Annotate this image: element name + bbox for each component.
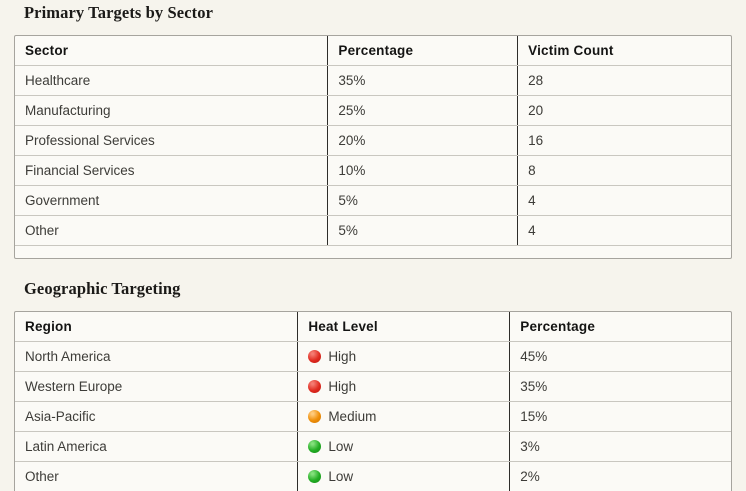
table-row: Government 5% 4 (15, 185, 731, 216)
table-row: North America High 45% (15, 341, 731, 372)
percentage-cell: 25% (327, 95, 518, 126)
percentage-cell: 15% (509, 401, 731, 432)
percentage-cell: 2% (509, 461, 731, 491)
column-header-heat-level: Heat Level (297, 312, 510, 342)
table-row: Professional Services 20% 16 (15, 125, 731, 156)
percentage-cell: 35% (327, 65, 518, 96)
sector-cell: Healthcare (15, 65, 328, 96)
heat-level-cell: Medium (297, 401, 510, 432)
column-header-region: Region (15, 312, 298, 342)
section-title-primary-targets: Primary Targets by Sector (24, 3, 214, 22)
sector-cell: Manufacturing (15, 95, 328, 126)
sector-table: Sector Percentage Victim Count Healthcar… (15, 36, 731, 246)
heat-dot-icon (308, 410, 322, 423)
geographic-table-container: Region Heat Level Percentage North Ameri… (14, 311, 732, 491)
percentage-cell: 3% (509, 431, 731, 462)
heat-level-label: Low (328, 439, 354, 454)
column-header-sector: Sector (15, 36, 328, 66)
victim-count-cell: 4 (517, 185, 731, 216)
percentage-cell: 35% (509, 371, 731, 402)
victim-count-cell: 28 (517, 65, 731, 96)
heat-level-label: Medium (328, 409, 377, 424)
column-header-percentage: Percentage (509, 312, 731, 342)
victim-count-cell: 20 (517, 95, 731, 126)
geographic-table: Region Heat Level Percentage North Ameri… (15, 312, 731, 491)
heat-level-cell: High (297, 371, 510, 402)
table-row: Financial Services 10% 8 (15, 155, 731, 186)
sector-cell: Government (15, 185, 328, 216)
table-header-row: Region Heat Level Percentage (15, 312, 731, 342)
victim-count-cell: 8 (517, 155, 731, 186)
sector-cell: Professional Services (15, 125, 328, 156)
table-row: Asia-Pacific Medium 15% (15, 401, 731, 432)
percentage-cell: 45% (509, 341, 731, 372)
percentage-cell: 5% (327, 215, 518, 246)
heat-dot-icon (308, 350, 322, 363)
section-title-geographic-targeting: Geographic Targeting (24, 279, 181, 298)
heat-dot-icon (308, 380, 322, 393)
percentage-cell: 5% (327, 185, 518, 216)
sector-cell: Financial Services (15, 155, 328, 186)
percentage-cell: 10% (327, 155, 518, 186)
heat-level-label: High (328, 349, 357, 364)
region-cell: Asia-Pacific (15, 401, 298, 432)
table-row: Healthcare 35% 28 (15, 65, 731, 96)
victim-count-cell: 16 (517, 125, 731, 156)
table-row: Other Low 2% (15, 461, 731, 491)
table-header-row: Sector Percentage Victim Count (15, 36, 731, 66)
column-header-percentage: Percentage (327, 36, 518, 66)
heat-dot-icon (308, 470, 322, 483)
table-row: Latin America Low 3% (15, 431, 731, 462)
heat-dot-icon (308, 440, 322, 453)
region-cell: Latin America (15, 431, 298, 462)
region-cell: Other (15, 461, 298, 491)
heat-level-label: Low (328, 469, 354, 484)
region-cell: Western Europe (15, 371, 298, 402)
victim-count-cell: 4 (517, 215, 731, 246)
region-cell: North America (15, 341, 298, 372)
sector-cell: Other (15, 215, 328, 246)
table-row: Other 5% 4 (15, 215, 731, 246)
heat-level-cell: High (297, 341, 510, 372)
table-row: Western Europe High 35% (15, 371, 731, 402)
column-header-victim-count: Victim Count (517, 36, 731, 66)
table-row: Manufacturing 25% 20 (15, 95, 731, 126)
heat-level-cell: Low (297, 431, 510, 462)
heat-level-label: High (328, 379, 357, 394)
heat-level-cell: Low (297, 461, 510, 491)
sector-table-container: Sector Percentage Victim Count Healthcar… (14, 35, 732, 259)
percentage-cell: 20% (327, 125, 518, 156)
